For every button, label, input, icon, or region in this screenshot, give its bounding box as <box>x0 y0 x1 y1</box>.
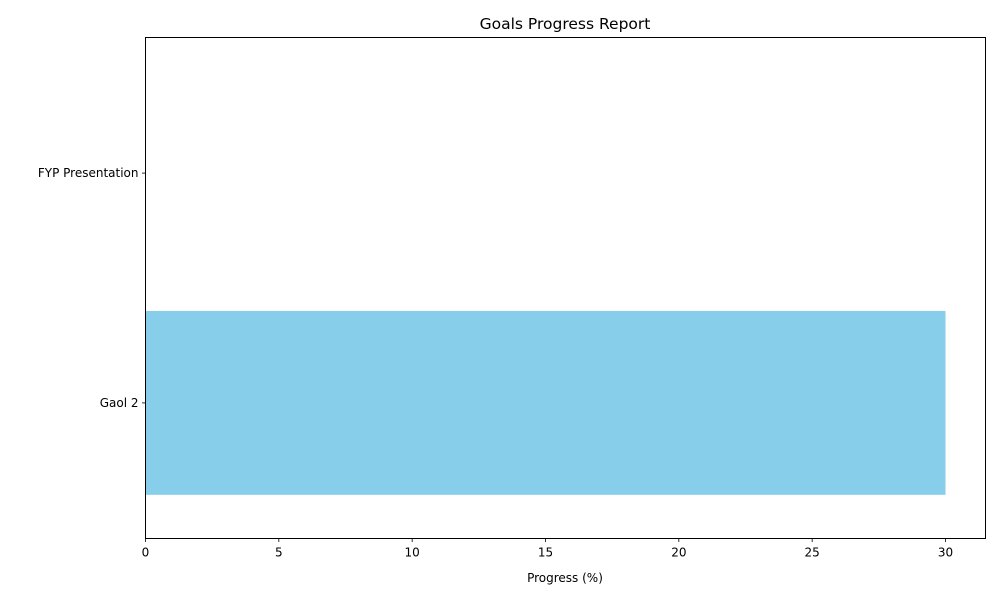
x-axis-title: Progress (%) <box>527 571 603 585</box>
x-tick-label: 20 <box>671 546 686 560</box>
x-tick-label: 25 <box>805 546 820 560</box>
bar-gaol-2 <box>145 310 946 495</box>
bars-layer <box>145 310 946 495</box>
y-axis: Gaol 2 FYP Presentation <box>38 166 146 410</box>
x-tick-label: 30 <box>938 546 953 560</box>
x-tick-label: 5 <box>275 546 283 560</box>
plot-area-frame <box>145 37 986 539</box>
x-axis: 0 5 10 15 20 25 30 <box>142 538 953 560</box>
y-tick-label: FYP Presentation <box>38 166 139 180</box>
chart-title: Goals Progress Report <box>480 15 651 33</box>
y-tick-label: Gaol 2 <box>100 396 139 410</box>
x-tick-label: 10 <box>405 546 420 560</box>
x-tick-label: 15 <box>538 546 553 560</box>
x-tick-label: 0 <box>142 546 150 560</box>
